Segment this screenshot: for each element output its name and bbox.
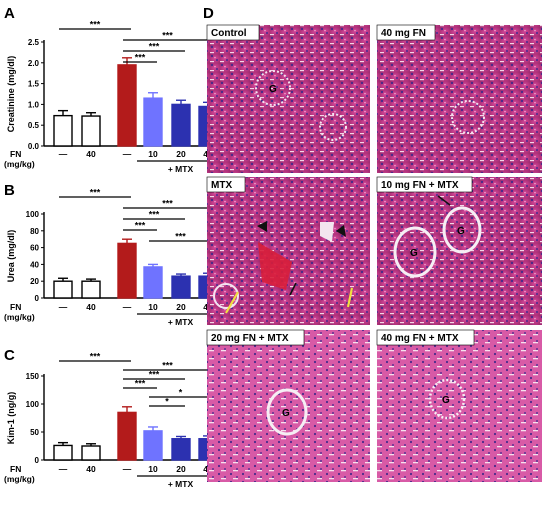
micrograph-caption: 20 mg FN + MTX: [211, 333, 289, 344]
row-label: FN: [10, 302, 21, 312]
micrograph-caption: 40 mg FN + MTX: [381, 333, 459, 344]
group-label: + MTX: [168, 479, 194, 489]
significance-label: ***: [162, 31, 173, 41]
category-label: 40: [86, 149, 96, 159]
bar: [81, 445, 101, 461]
y-tick-label: 2.0: [28, 59, 40, 68]
y-axis-label: Creatinine (mg/dl): [6, 56, 16, 133]
micrograph-40mg-fn: 40 mg FN: [376, 24, 542, 173]
bar: [53, 114, 73, 147]
significance-label: ***: [135, 221, 146, 231]
panel-label: A: [4, 5, 15, 22]
panel-label-d: D: [203, 5, 214, 22]
group-label: + MTX: [168, 164, 194, 174]
micrograph-caption: 40 mg FN: [381, 28, 426, 39]
y-tick-label: 100: [26, 400, 40, 409]
glomerulus-marker: G: [269, 84, 277, 95]
bar: [171, 438, 191, 461]
bar: [171, 103, 191, 147]
y-tick-label: 1.5: [28, 80, 40, 89]
bar: [81, 115, 101, 147]
bar: [117, 64, 137, 147]
glomerulus-marker: G: [457, 226, 465, 237]
significance-label: ***: [149, 42, 160, 52]
micrograph-mtx: MTX: [206, 176, 370, 325]
y-tick-label: 2.5: [28, 38, 40, 47]
bar: [117, 242, 137, 299]
category-label: —: [123, 149, 132, 159]
y-tick-label: 20: [30, 277, 39, 286]
y-tick-label: 1.0: [28, 100, 40, 109]
significance-label: *: [179, 388, 183, 398]
significance-label: ***: [149, 210, 160, 220]
significance-label: ***: [162, 361, 173, 371]
bar: [53, 280, 73, 299]
y-tick-label: 0.5: [28, 121, 40, 130]
category-label: —: [123, 302, 132, 312]
category-label: 20: [176, 464, 186, 474]
y-tick-label: 100: [26, 210, 40, 219]
micrograph-10mg-fn-mtx: G G 10 mg FN + MTX: [376, 176, 542, 325]
y-tick-label: 50: [30, 428, 39, 437]
y-tick-label: 0: [35, 294, 40, 303]
significance-label: ***: [162, 199, 173, 209]
category-label: —: [123, 464, 132, 474]
category-label: 20: [176, 149, 186, 159]
y-tick-label: 60: [30, 244, 39, 253]
micrograph-20mg-fn-mtx: G 20 mg FN + MTX: [206, 329, 370, 482]
significance-label: ***: [135, 53, 146, 63]
category-label: 20: [176, 302, 186, 312]
bar: [143, 430, 163, 461]
y-tick-label: 0: [35, 456, 40, 465]
significance-label: ***: [90, 20, 101, 30]
bar: [143, 97, 163, 147]
significance-label: ***: [90, 188, 101, 198]
category-label: 40: [86, 464, 96, 474]
y-tick-label: 0.0: [28, 142, 40, 151]
row-label: FN: [10, 149, 21, 159]
category-label: 40: [86, 302, 96, 312]
y-tick-label: 150: [26, 372, 40, 381]
category-label: —: [59, 149, 68, 159]
group-label: + MTX: [168, 317, 194, 327]
y-axis-label: Kim-1 (ng/g): [6, 392, 16, 445]
category-label: 10: [148, 149, 158, 159]
y-axis-label: Urea (mg/dl): [6, 230, 16, 283]
bar: [81, 280, 101, 299]
row-unit: (mg/kg): [4, 312, 35, 322]
category-label: —: [59, 302, 68, 312]
row-unit: (mg/kg): [4, 474, 35, 484]
creatinine-chart: A Creatinine (mg/dl) 0.0 0.5 1.0 1.5 2.0 2.5 ***…: [4, 5, 220, 174]
micrograph-40mg-fn-mtx: G 40 mg FN + MTX: [376, 329, 542, 482]
significance-label: ***: [135, 379, 146, 389]
category-label: 10: [148, 302, 158, 312]
micrograph-control: G Control: [206, 24, 370, 173]
micrograph-caption: 10 mg FN + MTX: [381, 180, 459, 191]
glomerulus-marker: G: [410, 248, 418, 259]
category-label: —: [59, 464, 68, 474]
bar: [117, 411, 137, 461]
significance-label: ***: [90, 352, 101, 362]
micrograph-caption: Control: [211, 28, 247, 39]
significance-label: *: [165, 397, 169, 407]
bar: [53, 444, 73, 461]
panel-label: C: [4, 347, 15, 364]
row-unit: (mg/kg): [4, 159, 35, 169]
significance-label: ***: [175, 232, 186, 242]
glomerulus-marker: G: [442, 395, 450, 406]
row-label: FN: [10, 464, 21, 474]
bar: [143, 266, 163, 299]
glomerulus-marker: G: [282, 408, 290, 419]
panel-label: B: [4, 182, 15, 199]
y-tick-label: 40: [30, 260, 39, 269]
bar: [171, 275, 191, 299]
significance-label: ***: [149, 370, 160, 380]
category-label: 10: [148, 464, 158, 474]
micrograph-caption: MTX: [211, 180, 232, 191]
y-tick-label: 80: [30, 227, 39, 236]
